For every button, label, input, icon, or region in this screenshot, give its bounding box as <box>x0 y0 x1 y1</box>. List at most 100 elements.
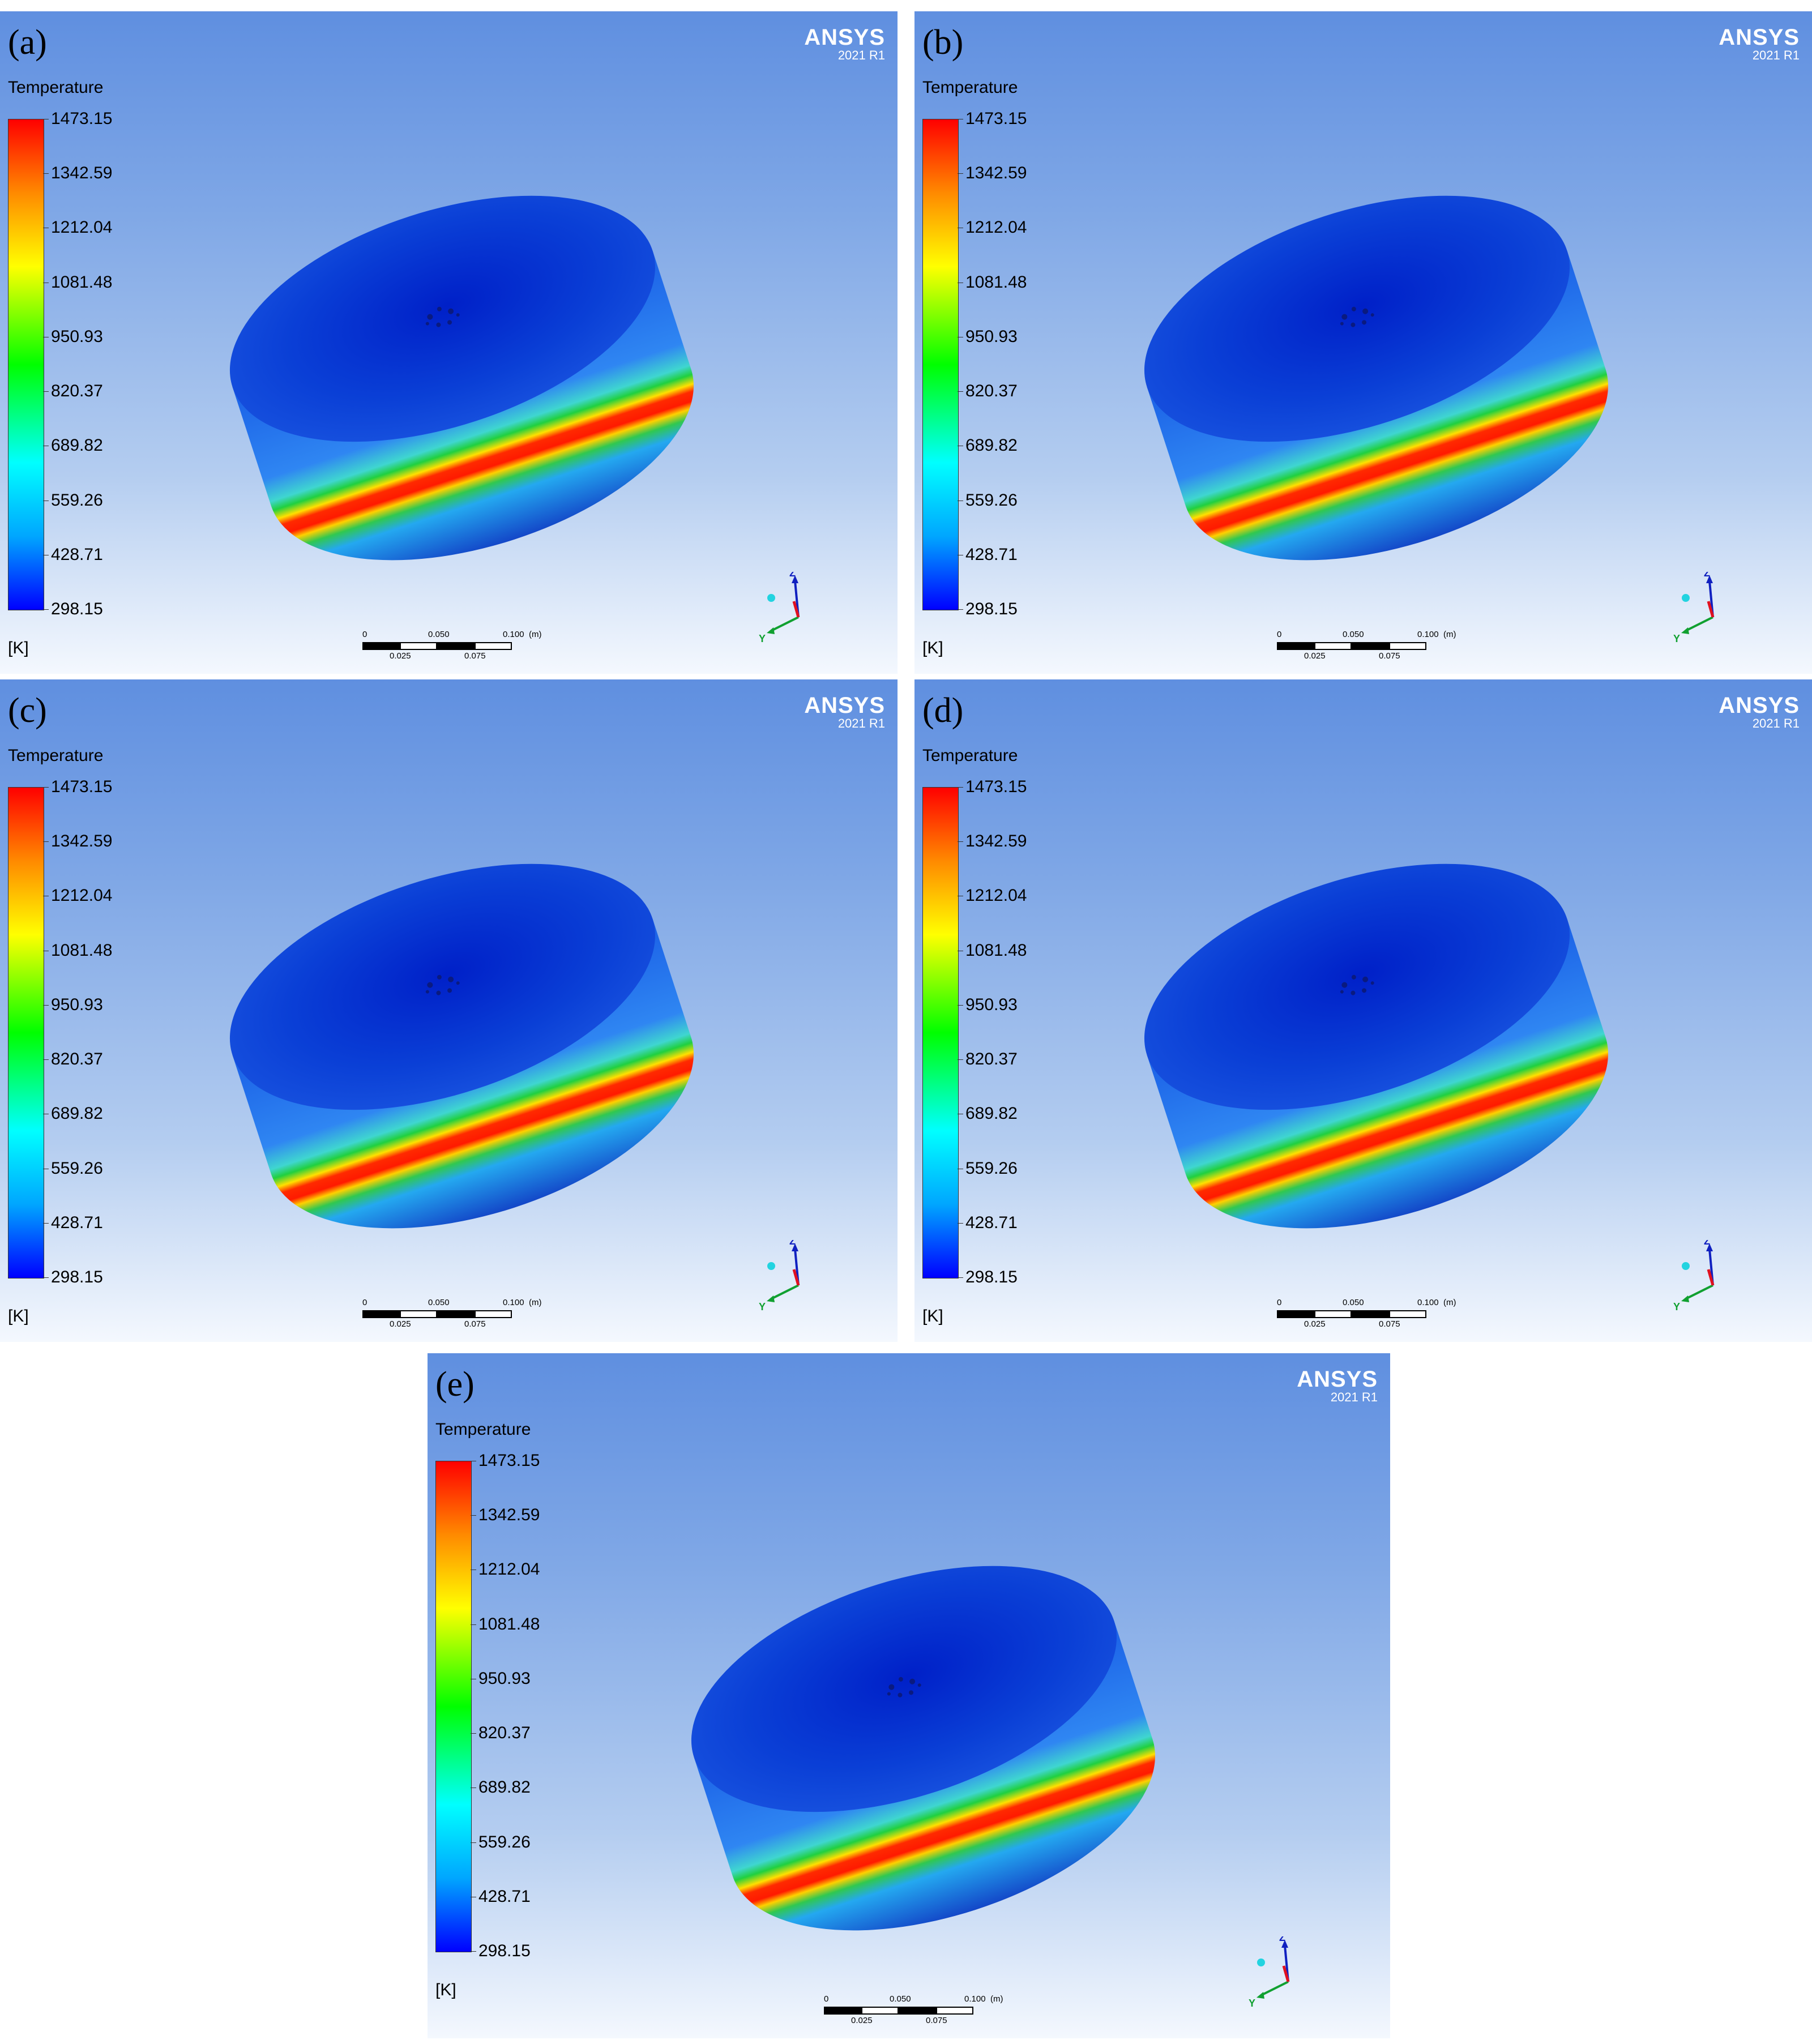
colorbar-tick-label: 1342.59 <box>965 164 1027 183</box>
svg-text:Y: Y <box>1673 1301 1680 1312</box>
scale-bar: 0 0.050 0.100 (m) 0.025 0.075 <box>362 1298 542 1336</box>
colorbar-tick-label: 689.82 <box>478 1778 531 1797</box>
scale-label-top: 0.100 <box>964 1994 986 2004</box>
colorbar-tick-label: 1473.15 <box>478 1451 540 1470</box>
scale-label-bottom: 0.025 <box>390 1319 411 1329</box>
colorbar-tick-label: 1342.59 <box>51 832 113 851</box>
brand-version: 2021 R1 <box>1752 48 1800 62</box>
colorbar-tick <box>958 841 963 843</box>
colorbar-tick <box>958 787 963 788</box>
axis-triad-icon: Z Y <box>1673 572 1715 644</box>
colorbar-tick-label: 820.37 <box>965 1050 1018 1069</box>
colorbar-tick-label: 689.82 <box>51 436 103 455</box>
scale-segment <box>1277 1310 1314 1318</box>
svg-text:Y: Y <box>759 633 766 644</box>
colorbar-tick-label: 1081.48 <box>51 272 113 292</box>
colorbar-tick-label: 950.93 <box>51 995 103 1014</box>
panel-label: (e) <box>435 1365 475 1404</box>
scale-label-bottom: 0.025 <box>390 651 411 661</box>
scale-segment <box>1352 642 1389 650</box>
scale-label-top: (m) <box>1443 1298 1456 1307</box>
scale-segment <box>362 642 400 650</box>
scale-segment <box>824 2007 861 2015</box>
heated-cylinder <box>691 1566 1155 1931</box>
colorbar-tick-label: 1081.48 <box>965 272 1027 292</box>
scale-segment <box>1314 1310 1352 1318</box>
brand-name: ANSYS <box>804 25 885 50</box>
ansys-logo: ANSYS 2021 R1 <box>804 694 885 730</box>
colorbar-tick-label: 298.15 <box>965 1268 1018 1286</box>
scale-label-bottom: 0.025 <box>1304 651 1326 661</box>
colorbar-tick-label: 1081.48 <box>965 940 1027 960</box>
legend-unit: [K] <box>8 639 29 657</box>
brand-version: 2021 R1 <box>1330 1390 1378 1404</box>
simulation-panel-2: (b) ANSYS 2021 R1 Temperature 1473.15 134… <box>914 11 1812 674</box>
colorbar-tick-label: 689.82 <box>51 1104 103 1123</box>
colorbar-tick <box>43 173 49 174</box>
axis-triad-icon: Z Y <box>1673 1240 1715 1312</box>
colorbar-tick-label: 1212.04 <box>51 886 113 905</box>
colorbar-tick-label: 1473.15 <box>965 109 1027 128</box>
colorbar-tick-label: 298.15 <box>51 600 103 618</box>
ansys-logo: ANSYS 2021 R1 <box>804 26 885 62</box>
colorbar-tick <box>958 391 963 392</box>
panel-label: (d) <box>922 691 964 730</box>
legend-title: Temperature <box>8 78 104 97</box>
scale-label-top: 0.050 <box>428 1298 450 1307</box>
panel-label: (c) <box>8 691 47 730</box>
brand-name: ANSYS <box>1719 693 1800 718</box>
legend-title: Temperature <box>922 746 1018 765</box>
scale-label-top: 0.050 <box>1343 630 1364 639</box>
panel-label: (b) <box>922 23 964 62</box>
scale-segment <box>400 1310 437 1318</box>
scale-label-top: 0.050 <box>428 630 450 639</box>
scale-segment <box>400 642 437 650</box>
colorbar-tick <box>43 1004 49 1006</box>
colorbar-tick-label: 1212.04 <box>51 218 113 237</box>
colorbar-tick <box>43 1222 49 1224</box>
scale-bar: 0 0.050 0.100 (m) 0.025 0.075 <box>1277 1298 1456 1336</box>
colorbar-tick-label: 559.26 <box>51 490 103 510</box>
colorbar-tick-label: 689.82 <box>965 1104 1018 1123</box>
brand-version: 2021 R1 <box>837 48 885 62</box>
scale-label-top: 0 <box>1277 1298 1282 1307</box>
scale-label-bottom: 0.075 <box>926 2016 947 2025</box>
scale-label-bottom: 0.075 <box>1379 651 1400 661</box>
svg-text:Y: Y <box>1249 1998 1255 2009</box>
colorbar-tick <box>471 1733 476 1734</box>
colorbar-tick-label: 950.93 <box>965 995 1018 1014</box>
temperature-colorbar <box>8 119 44 610</box>
colorbar-tick-label: 820.37 <box>51 1050 103 1069</box>
simulation-panel-5: (e) ANSYS 2021 R1 Temperature 1473.15 134… <box>428 1353 1390 2038</box>
colorbar-tick-label: 1473.15 <box>965 777 1027 796</box>
scale-segment <box>861 2007 899 2015</box>
colorbar-tick-label: 559.26 <box>965 1158 1018 1178</box>
temperature-colorbar <box>8 787 44 1278</box>
colorbar-tick-label: 298.15 <box>965 600 1018 618</box>
scale-segment <box>475 1310 512 1318</box>
heated-cylinder <box>1144 195 1608 561</box>
scale-segment <box>899 2007 936 2015</box>
scale-segment <box>1314 642 1352 650</box>
scale-segment <box>1277 642 1314 650</box>
colorbar-tick-label: 1212.04 <box>478 1560 540 1579</box>
colorbar-tick <box>471 1951 476 1952</box>
scale-segment <box>1389 642 1426 650</box>
colorbar-tick <box>471 1842 476 1843</box>
colorbar-tick <box>958 1004 963 1006</box>
scale-label-top: 0.100 <box>1417 1298 1439 1307</box>
scale-label-top: (m) <box>529 1298 542 1307</box>
brand-version: 2021 R1 <box>837 716 885 730</box>
svg-text:Y: Y <box>759 1301 766 1312</box>
scale-label-bottom: 0.025 <box>851 2016 873 2025</box>
colorbar-tick-label: 428.71 <box>51 545 103 564</box>
scale-segment <box>437 1310 475 1318</box>
colorbar-tick-label: 1342.59 <box>51 164 113 183</box>
colorbar-tick-label: 820.37 <box>965 382 1018 401</box>
scale-segment <box>1352 1310 1389 1318</box>
heated-cylinder <box>229 195 694 561</box>
colorbar-tick-label: 1081.48 <box>478 1614 540 1634</box>
colorbar-tick-label: 1342.59 <box>965 832 1027 851</box>
scale-segment <box>437 642 475 650</box>
ansys-logo: ANSYS 2021 R1 <box>1719 26 1800 62</box>
